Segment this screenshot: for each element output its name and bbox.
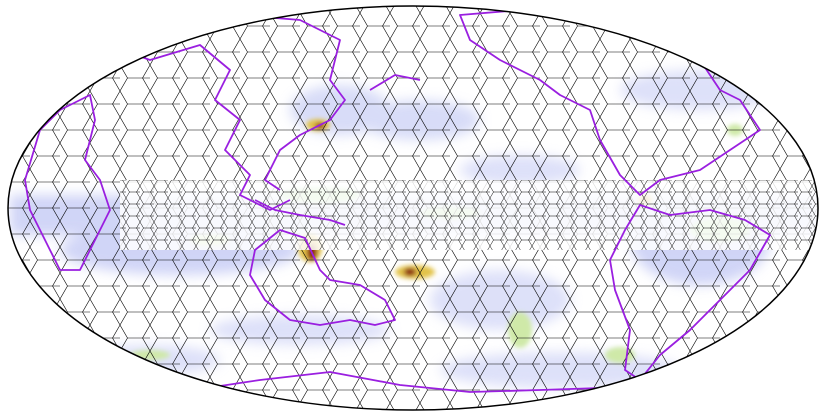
coast-south-america xyxy=(609,204,771,381)
coast-asia-east xyxy=(149,14,346,191)
coast-indonesia xyxy=(254,199,346,226)
mesh-fine xyxy=(120,180,818,250)
globe-outline xyxy=(7,5,819,411)
coast-australia xyxy=(249,229,396,326)
coast-asia-west xyxy=(94,39,291,211)
coast-africa xyxy=(24,94,111,271)
coast-islands xyxy=(369,74,421,91)
